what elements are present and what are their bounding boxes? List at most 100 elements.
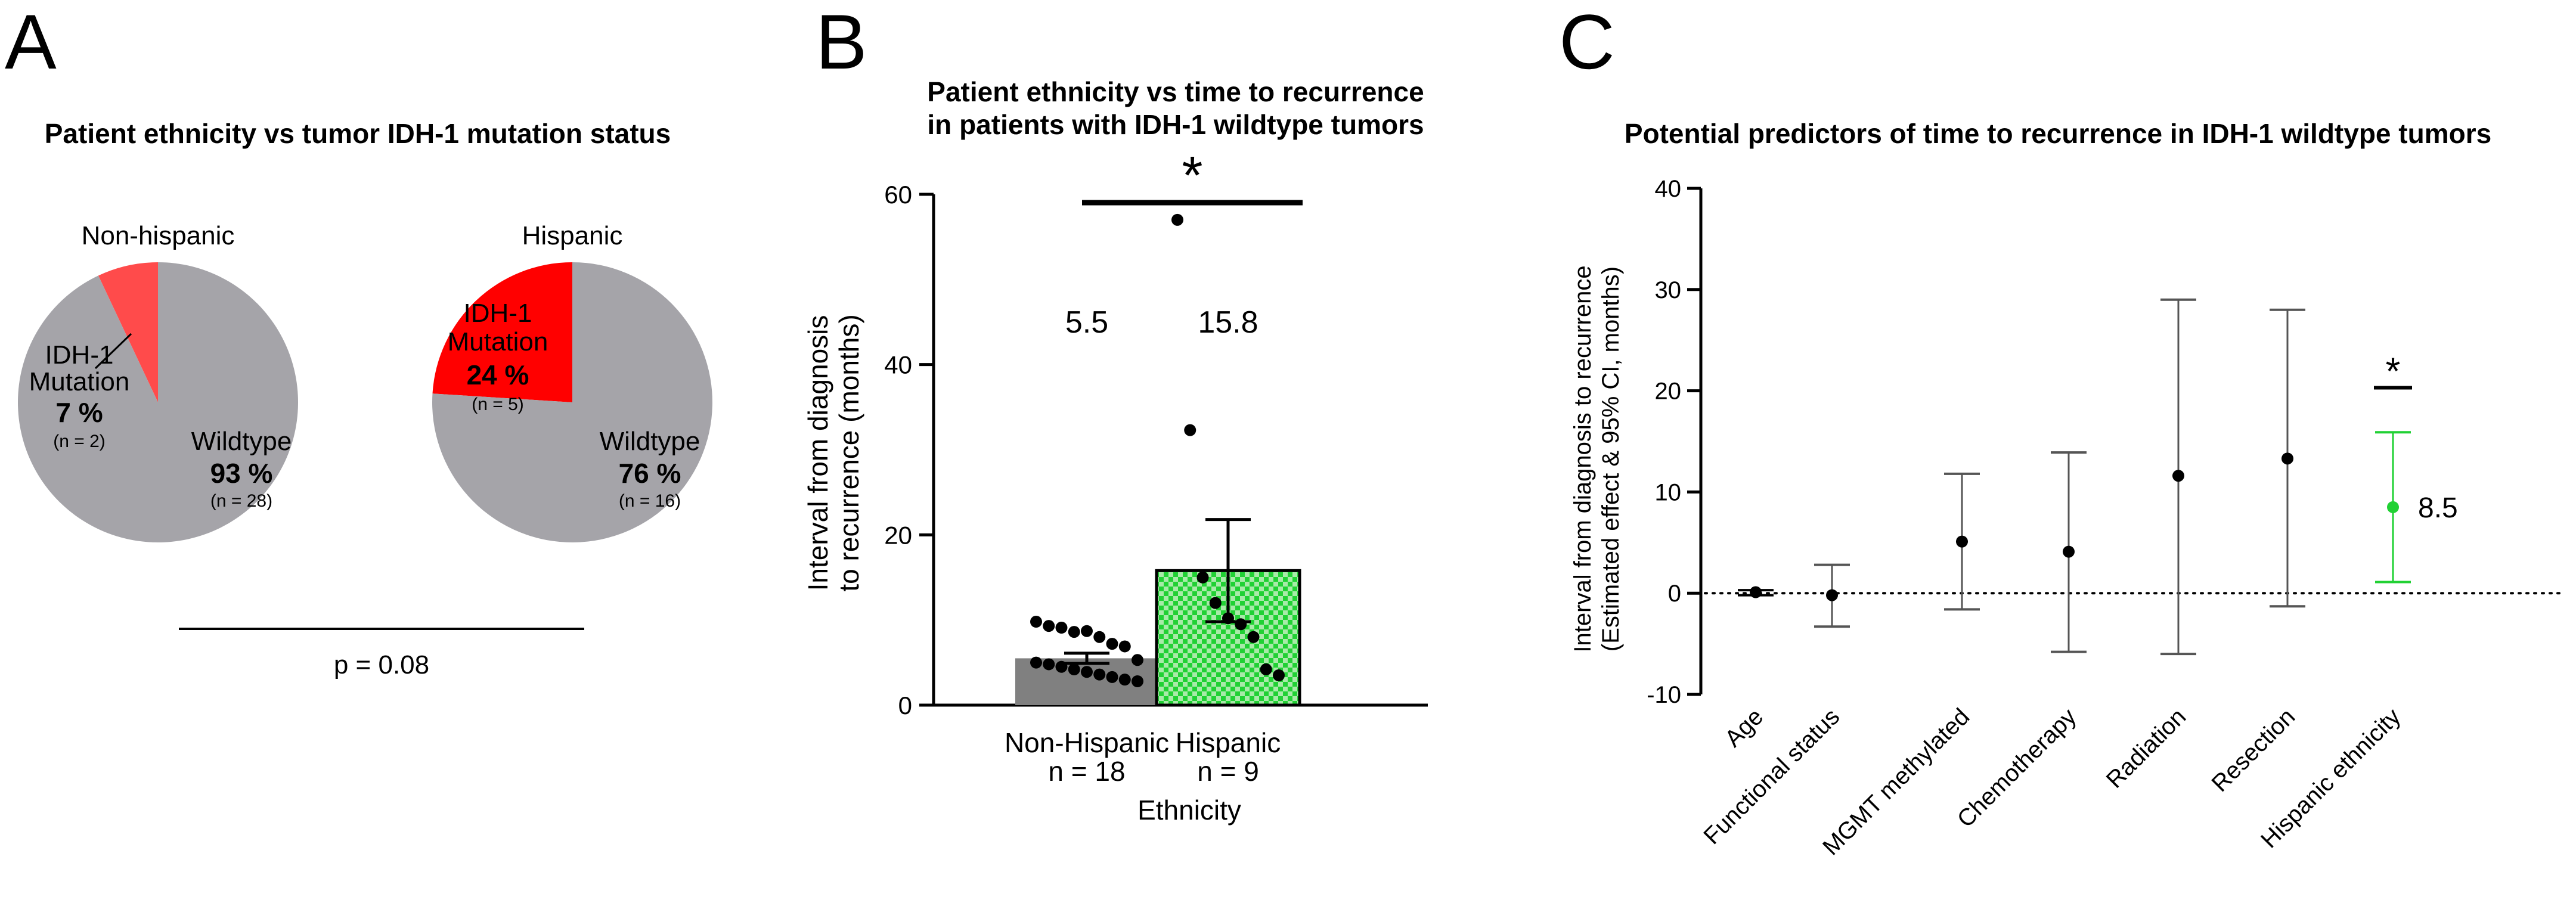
panel-b: B Patient ethnicity vs time to recurrenc…	[802, 0, 1428, 826]
significance-star: *	[1182, 146, 1202, 206]
slice-n: (n = 2)	[53, 432, 106, 451]
pie-slice-mutation	[98, 262, 158, 402]
data-point	[1068, 626, 1080, 638]
data-point	[1043, 620, 1055, 632]
panel-b-title-line2: in patients with IDH-1 wildtype tumors	[927, 109, 1424, 140]
x-tick-label: MGMT methylated	[1818, 703, 1974, 860]
y-ticks: 0 20 40 60	[884, 181, 934, 719]
error-bars	[1064, 518, 1251, 665]
pie-hispanic: Hispanic IDH-1 Mutation 24 % (n = 5) Wil…	[432, 221, 712, 542]
y-tick-label: 20	[884, 521, 912, 549]
slice-percent: 93 %	[210, 458, 273, 489]
y-axis-label-line1: Interval from diagnosis to recurrence	[1570, 265, 1596, 652]
data-point	[1132, 654, 1143, 666]
x-tick-label: Resection	[2206, 703, 2300, 797]
estimate-point	[2172, 470, 2184, 482]
x-tick-label: Non-Hispanic	[1005, 727, 1169, 758]
y-axis-label-line2: to recurrence (months)	[833, 314, 864, 591]
panel-a-letter: A	[5, 0, 57, 85]
y-tick-label: 60	[884, 181, 912, 209]
data-point	[1106, 671, 1118, 683]
estimate-point	[1750, 586, 1762, 598]
data-point	[1260, 663, 1272, 676]
p-value-label: p = 0.08	[334, 650, 429, 680]
panel-c-letter: C	[1559, 0, 1615, 85]
y-ticks: -10 0 10 20 30 40	[1647, 176, 1701, 708]
x-axis-label: Ethnicity	[1137, 795, 1241, 826]
slice-n: (n = 28)	[210, 491, 272, 511]
data-point	[1055, 622, 1068, 634]
slice-label-line2: Mutation	[448, 327, 548, 356]
slice-label-line1: Wildtype	[600, 427, 700, 456]
y-tick-label: 0	[1668, 581, 1681, 607]
data-point	[1118, 674, 1131, 686]
bar-value-label: 5.5	[1065, 305, 1108, 340]
data-point	[1273, 669, 1285, 682]
y-tick-label: 20	[1655, 378, 1682, 405]
panel-b-letter: B	[816, 0, 867, 85]
estimate-point	[2281, 452, 2293, 465]
data-point	[1196, 571, 1209, 584]
panel-c-title: Potential predictors of time to recurren…	[1625, 118, 2491, 149]
panel-a: A Patient ethnicity vs tumor IDH-1 mutat…	[5, 0, 712, 680]
slice-percent: 24 %	[467, 359, 529, 390]
estimate-point	[1826, 589, 1838, 601]
pie-slice-wildtype	[17, 262, 298, 542]
estimates	[1738, 298, 2411, 656]
panel-b-title-line1: Patient ethnicity vs time to recurrence	[927, 76, 1424, 107]
data-point	[1184, 424, 1196, 436]
slice-label-line2: Mutation	[29, 367, 130, 396]
data-point	[1030, 656, 1042, 669]
x-tick-label: Functional status	[1698, 703, 1845, 849]
significance-star: *	[2386, 350, 2401, 393]
data-point	[1247, 631, 1260, 643]
bar-value-label: 15.8	[1198, 305, 1258, 340]
pie-title: Hispanic	[522, 221, 623, 250]
y-tick-label: 0	[898, 691, 912, 719]
data-point	[1106, 638, 1118, 650]
slice-percent: 76 %	[619, 458, 681, 489]
data-point	[1235, 618, 1247, 631]
data-point	[1222, 612, 1234, 625]
pie-title: Non-hispanic	[82, 221, 235, 250]
y-tick-label: 30	[1655, 277, 1682, 303]
data-point	[1081, 666, 1093, 678]
x-tick-label: Age	[1720, 703, 1768, 752]
estimate-point	[2063, 545, 2075, 558]
y-tick-label: 10	[1655, 479, 1682, 505]
slice-percent: 7 %	[55, 397, 103, 428]
panel-a-title: Patient ethnicity vs tumor IDH-1 mutatio…	[45, 118, 671, 149]
data-point	[1093, 631, 1106, 643]
slice-label-line1: IDH-1	[45, 340, 114, 370]
data-point	[1043, 658, 1055, 671]
slice-n: (n = 5)	[472, 395, 524, 414]
data-point	[1132, 675, 1143, 688]
group-count: n = 9	[1197, 756, 1259, 787]
data-point	[1209, 597, 1222, 609]
pie-non-hispanic: Non-hispanic IDH-1 Mutation 7 % (n = 2) …	[17, 221, 298, 542]
estimate-point	[2387, 501, 2399, 513]
estimate-label: 8.5	[2418, 492, 2458, 524]
data-point	[1081, 625, 1093, 637]
pie-slice-mutation	[432, 262, 572, 402]
x-tick-label: Radiation	[2101, 703, 2191, 793]
panel-c: C Potential predictors of time to recurr…	[1559, 0, 2565, 860]
group-count: n = 18	[1048, 756, 1125, 787]
slice-label-line1: Wildtype	[191, 427, 292, 456]
data-point	[1118, 640, 1131, 653]
x-tick-label: Hispanic	[1176, 727, 1281, 758]
data-point	[1093, 668, 1106, 681]
data-point	[1068, 663, 1080, 676]
slice-label-line1: IDH-1	[464, 299, 532, 328]
slice-n: (n = 16)	[619, 491, 681, 511]
data-point	[1055, 660, 1068, 673]
data-point	[1171, 213, 1183, 226]
y-tick-label: 40	[1655, 176, 1682, 202]
y-axis-label-line2: (Estimated effect & 95% CI, months)	[1598, 266, 1624, 651]
y-tick-label: 40	[884, 351, 912, 379]
data-points	[1030, 213, 1285, 688]
y-axis-label-line1: Interval from diagnosis	[802, 315, 833, 591]
leader-line	[94, 333, 132, 370]
